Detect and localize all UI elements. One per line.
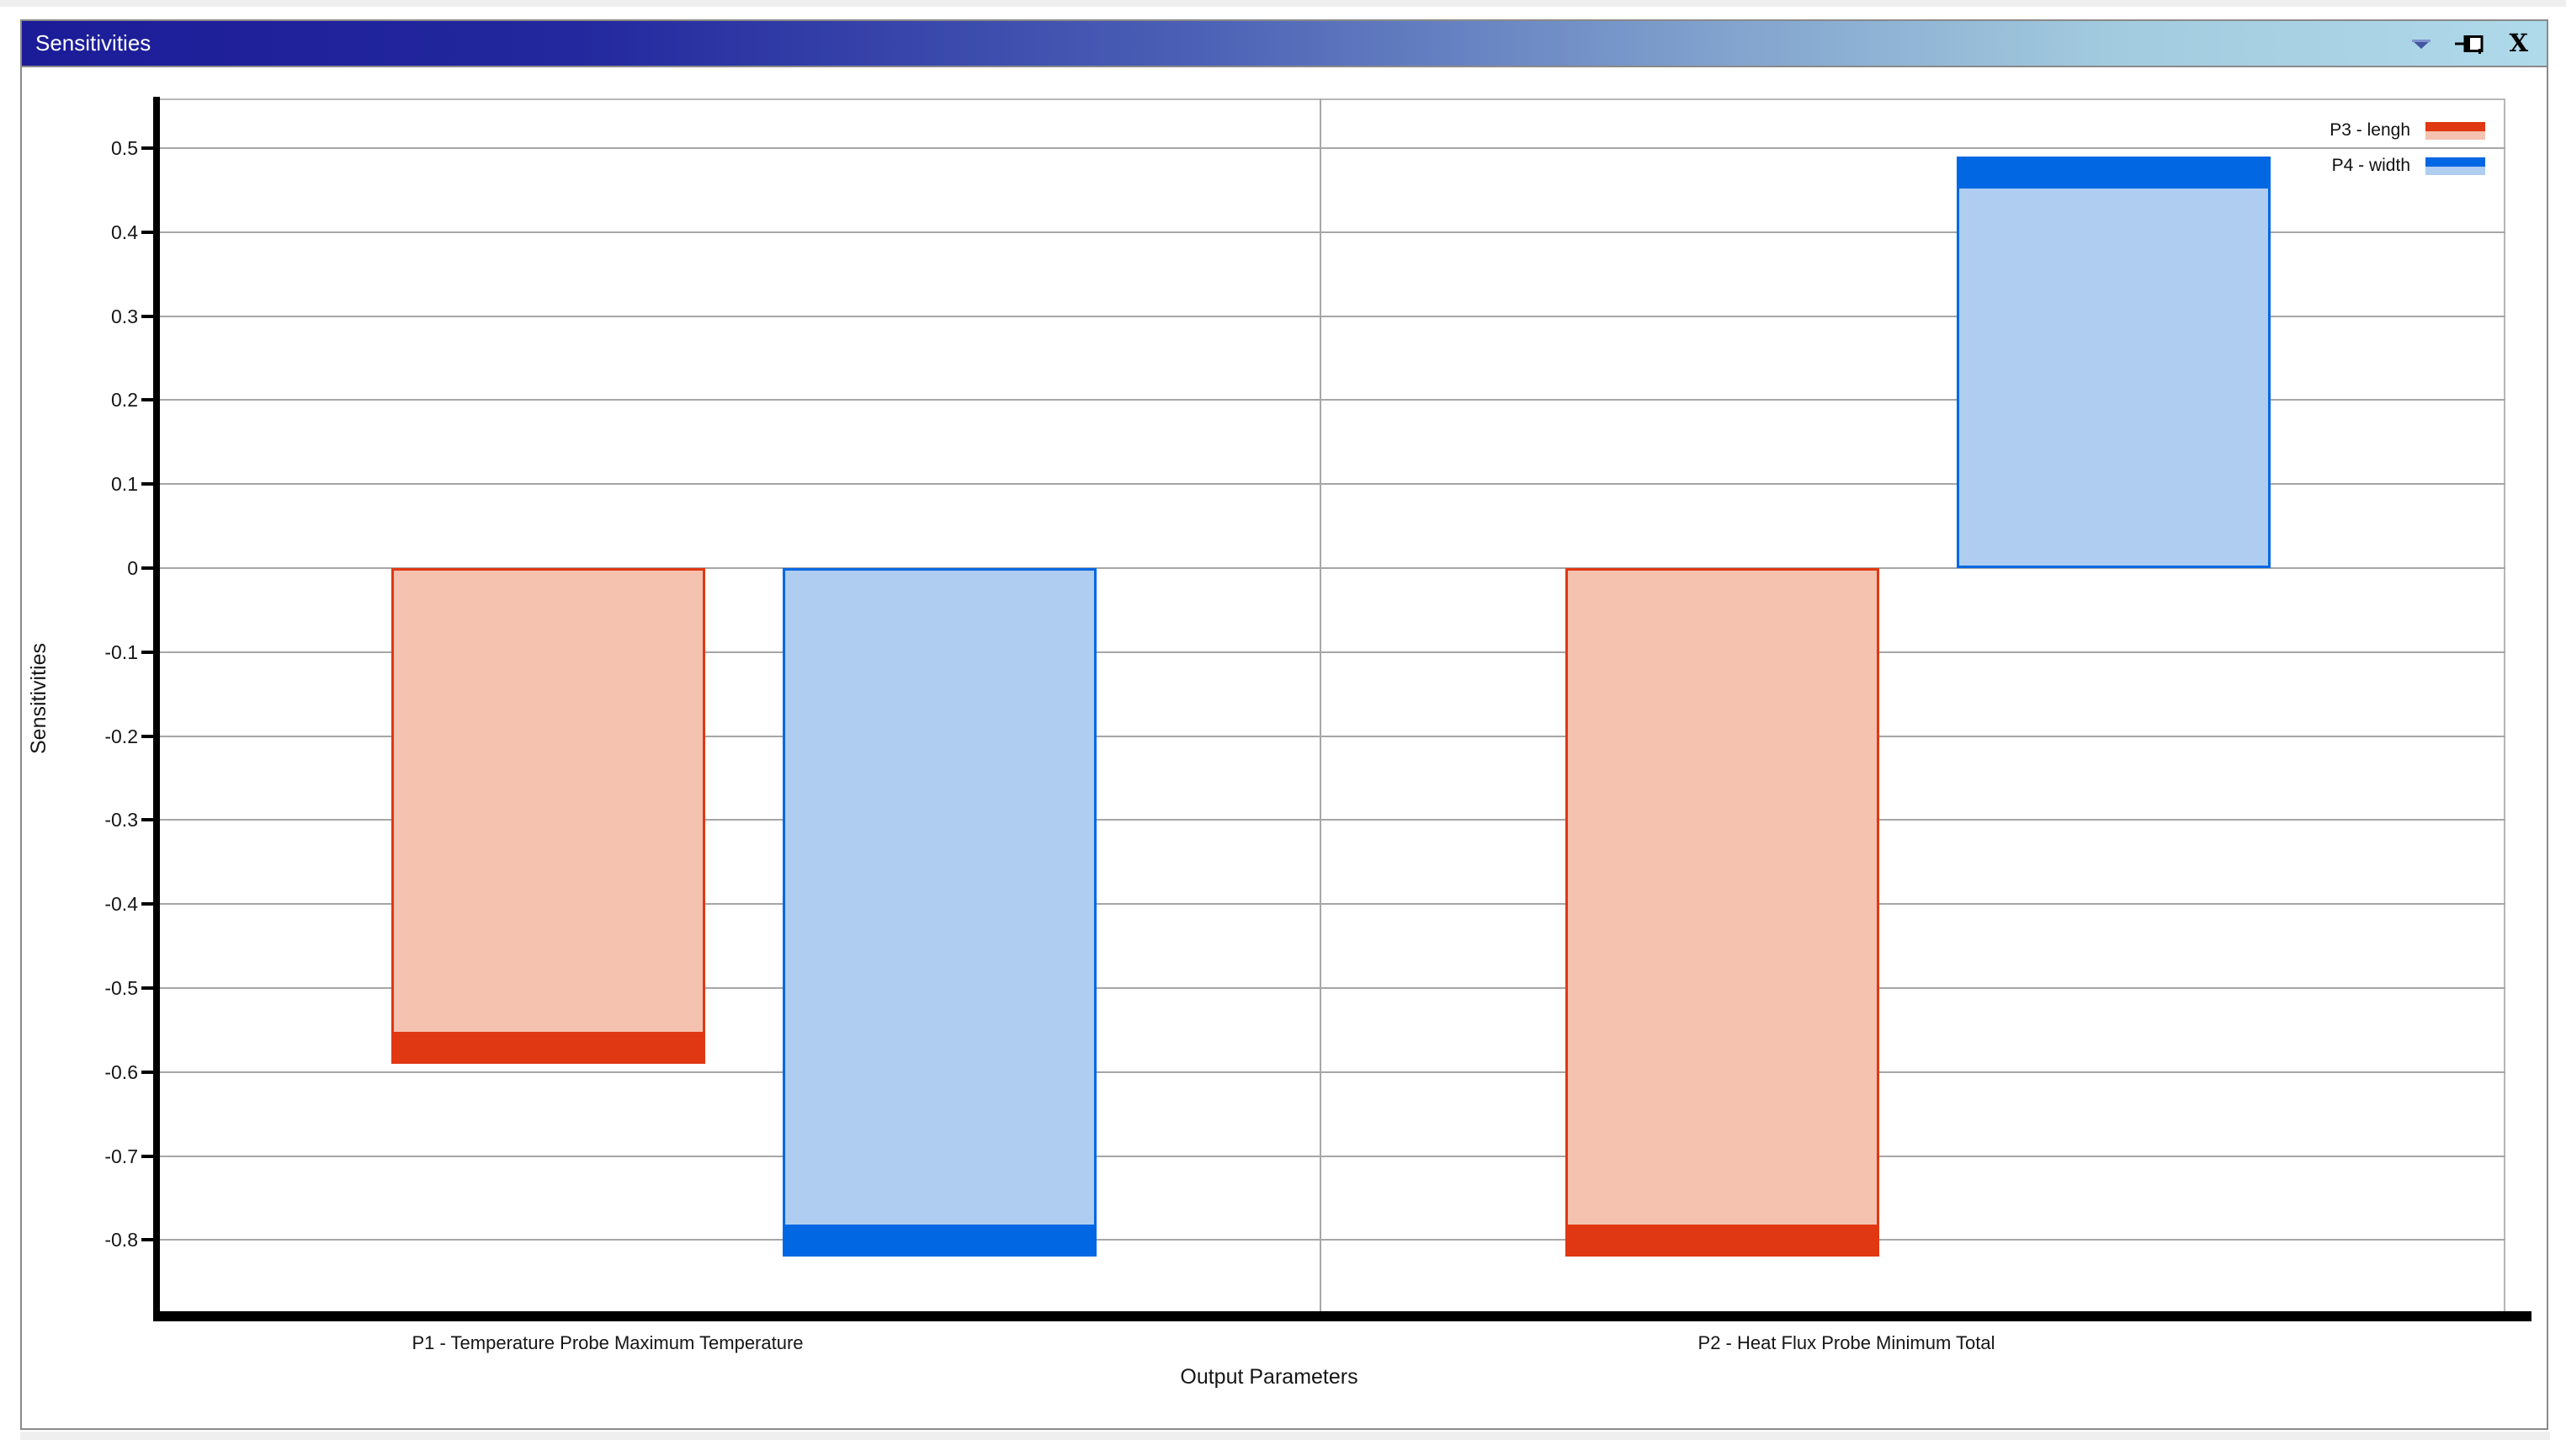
y-tick-label: 0.1 xyxy=(111,473,138,495)
category-divider xyxy=(1320,98,1321,1311)
y-axis-tick xyxy=(141,986,153,990)
gridline--0.6 xyxy=(160,1071,2505,1073)
bar-p3-lengh-category1 xyxy=(391,568,705,1064)
close-icon[interactable]: X xyxy=(2509,29,2528,57)
pane-titlebar[interactable]: Sensitivities X xyxy=(22,21,2547,67)
y-tick-label: -0.8 xyxy=(104,1229,138,1251)
gridline-0.5 xyxy=(160,147,2505,149)
outer-background-strip xyxy=(0,0,2566,7)
gridline--0.2 xyxy=(160,736,2505,737)
legend-label-p4-width: P4 - width xyxy=(2331,156,2410,175)
y-tick-label: -0.3 xyxy=(104,809,138,831)
gridline-0.2 xyxy=(160,399,2505,401)
pane-menu-dropdown-icon[interactable] xyxy=(2411,38,2431,50)
bar-value-cap xyxy=(1957,157,2271,189)
y-tick-label: 0.2 xyxy=(111,389,138,411)
y-axis-tick xyxy=(141,146,153,150)
y-axis-tick xyxy=(141,566,153,570)
y-tick-label: -0.6 xyxy=(104,1061,138,1083)
gridline--0.8 xyxy=(160,1239,2505,1241)
bar-p3-lengh-category2 xyxy=(1565,568,1879,1257)
y-tick-label: 0.5 xyxy=(111,137,138,159)
gridline-0.4 xyxy=(160,231,2505,233)
gridline--0.4 xyxy=(160,903,2505,905)
gridline-0.1 xyxy=(160,483,2505,485)
y-axis-title: Sensitivities xyxy=(27,643,50,754)
x-axis-line xyxy=(153,1311,2531,1321)
y-axis-tick xyxy=(141,398,153,401)
gridline-0 xyxy=(160,567,2505,569)
y-axis-tick xyxy=(141,735,153,738)
bar-value-cap xyxy=(1565,1225,1879,1257)
x-category-label-p2: P2 - Heat Flux Probe Minimum Total xyxy=(1697,1332,1995,1353)
bar-value-cap xyxy=(783,1225,1097,1257)
y-axis-tick xyxy=(141,1071,153,1074)
y-axis-tick xyxy=(141,482,153,486)
gridline-0.3 xyxy=(160,316,2505,317)
y-axis-tick xyxy=(141,315,153,318)
legend-swatch-p3-lengh xyxy=(2425,121,2485,140)
y-axis-tick xyxy=(141,651,153,654)
x-axis-title: Output Parameters xyxy=(1180,1365,1358,1389)
legend-item-p4-width: P4 - width xyxy=(2330,155,2485,177)
gridline--0.5 xyxy=(160,987,2505,989)
legend-item-p3-lengh: P3 - lengh xyxy=(2330,120,2485,141)
y-tick-label: 0.3 xyxy=(111,306,138,327)
y-axis-tick xyxy=(141,1238,153,1241)
bar-p4-width-category2 xyxy=(1957,157,2271,568)
gridline--0.7 xyxy=(160,1156,2505,1157)
y-tick-label: -0.5 xyxy=(104,977,138,999)
legend-label-p3-lengh: P3 - lengh xyxy=(2330,120,2410,140)
y-tick-label: -0.7 xyxy=(104,1145,138,1167)
y-axis-tick xyxy=(141,231,153,234)
pin-icon[interactable] xyxy=(2455,34,2485,54)
y-tick-label: 0.4 xyxy=(111,221,138,243)
bar-p4-width-category1 xyxy=(783,568,1097,1257)
x-category-label-p1: P1 - Temperature Probe Maximum Temperatu… xyxy=(412,1332,804,1353)
outer-background-strip-bottom xyxy=(20,1432,2550,1440)
y-tick-label: 0 xyxy=(127,557,138,579)
y-tick-label: -0.1 xyxy=(104,641,138,663)
y-axis-line xyxy=(153,97,160,1321)
legend: P3 - lengh P4 - width xyxy=(2330,120,2485,177)
titlebar-buttons: X xyxy=(2411,21,2528,66)
gridline--0.1 xyxy=(160,651,2505,653)
y-axis-tick xyxy=(141,1155,153,1158)
gridline--0.3 xyxy=(160,819,2505,821)
y-axis-tick xyxy=(141,818,153,821)
y-tick-label: -0.4 xyxy=(104,893,138,915)
y-tick-label: -0.2 xyxy=(104,725,138,747)
y-axis-tick xyxy=(141,902,153,906)
bar-value-cap xyxy=(391,1032,705,1064)
pane-title: Sensitivities xyxy=(35,30,151,56)
plot-area xyxy=(160,98,2505,1311)
legend-swatch-p4-width xyxy=(2425,157,2485,175)
